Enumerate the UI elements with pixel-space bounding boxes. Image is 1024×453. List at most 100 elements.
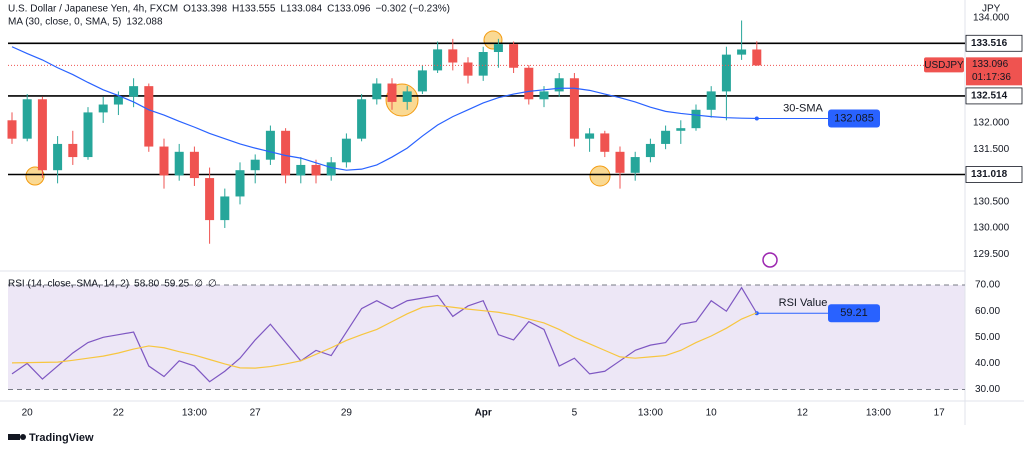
candle-body	[357, 99, 367, 139]
legend-value: ∅	[194, 279, 203, 290]
callout-label: 30-SMA	[783, 102, 823, 114]
candle-body	[645, 143, 655, 158]
candle-body	[676, 128, 686, 131]
candle-body	[402, 91, 412, 102]
candle-body	[752, 49, 762, 66]
candle-body	[509, 44, 519, 68]
candle-body	[83, 112, 93, 158]
candle-body	[296, 164, 306, 176]
candle-body	[372, 83, 382, 100]
candle-body	[615, 151, 625, 173]
candle-body	[554, 78, 564, 92]
y-tick-label: 130.500	[973, 196, 1010, 207]
legend-text: L133.084	[280, 4, 322, 15]
brand: TradingView	[29, 432, 94, 444]
candle-body	[661, 130, 671, 144]
candle-body	[478, 52, 488, 76]
y-tick-label: 60.00	[975, 306, 1000, 317]
candle-body	[7, 120, 17, 139]
x-tick-label: 5	[572, 408, 578, 419]
candle-body	[22, 99, 32, 139]
callout-dot	[754, 116, 759, 121]
candle-body	[463, 62, 473, 76]
candle-body	[281, 130, 291, 176]
y-tick-label: 30.00	[975, 384, 1000, 395]
callout-box	[828, 109, 880, 128]
x-tick-label: 10	[706, 408, 718, 419]
level-label: 133.516	[971, 38, 1008, 49]
level-label-box	[965, 34, 1023, 52]
y-tick-label: 130.000	[973, 223, 1010, 234]
candle-body	[189, 151, 199, 179]
y-tick-label: 131.500	[973, 144, 1010, 155]
candle-body	[524, 67, 534, 100]
y-tick-label: 70.00	[975, 280, 1000, 291]
candle-body	[144, 86, 154, 147]
candle-body	[235, 170, 245, 197]
legend-text: RSI (14, close, SMA, 14, 2)	[8, 279, 129, 290]
candle-body	[98, 104, 108, 113]
x-tick-label: 12	[797, 408, 809, 419]
candle-body	[205, 178, 215, 221]
legend-text: O133.398	[183, 4, 227, 15]
x-tick-label: 29	[341, 408, 353, 419]
legend-text: C133.096	[327, 4, 371, 15]
symbol-label: USDJPY	[924, 60, 964, 71]
countdown: 01:17:36	[972, 72, 1011, 83]
legend-text: −0.302 (−0.23%)	[376, 4, 451, 15]
candle-body	[448, 49, 458, 63]
y-tick-label: 50.00	[975, 332, 1000, 343]
candle-body	[630, 157, 640, 173]
candle-body	[220, 196, 230, 221]
x-tick-label: 20	[22, 408, 34, 419]
x-tick-label: Apr	[475, 408, 492, 419]
candle-body	[585, 133, 595, 139]
candle-body	[311, 164, 321, 176]
indicator-line	[11, 304, 758, 369]
y-tick-label: 40.00	[975, 358, 1000, 369]
level-label-box	[965, 87, 1023, 105]
highlight	[25, 166, 45, 186]
x-tick-label: 22	[113, 408, 125, 419]
last-price-box	[966, 57, 1022, 86]
logo	[8, 434, 26, 440]
legend-value: 58.80	[134, 279, 159, 290]
candle-body	[569, 78, 579, 139]
candle-body	[159, 146, 169, 176]
x-tick-label: 13:00	[866, 408, 891, 419]
y-tick-label: 134.000	[973, 13, 1010, 24]
x-tick-label: 13:00	[182, 408, 207, 419]
callout-value: 59.21	[840, 307, 868, 319]
candle-body	[706, 91, 716, 110]
indicator-line	[11, 286, 758, 383]
candle-body	[37, 99, 47, 171]
candle-body	[600, 133, 610, 152]
candle-body	[129, 86, 139, 97]
callout-box	[828, 304, 880, 323]
callout-value: 132.085	[834, 112, 874, 124]
candle-body	[265, 130, 275, 160]
candle-body	[250, 159, 260, 171]
y-tick-label: 132.000	[973, 118, 1010, 129]
candle-body	[174, 151, 184, 176]
candle-body	[417, 70, 427, 92]
legend-value: 59.25	[164, 279, 189, 290]
candle-body	[68, 143, 78, 158]
legend-text: MA (30, close, 0, SMA, 5)	[8, 17, 121, 28]
legend-text: 132.088	[126, 17, 163, 28]
y-tick-label: 129.500	[973, 249, 1010, 260]
candle-body	[433, 49, 443, 71]
candle-body	[341, 138, 351, 163]
candle-body	[113, 96, 123, 105]
event-icon[interactable]	[762, 252, 778, 268]
level-label: 131.018	[971, 169, 1008, 180]
highlight	[589, 165, 611, 187]
candle-body	[387, 83, 397, 102]
level-label: 132.514	[971, 91, 1008, 102]
callout-label: RSI Value	[779, 297, 828, 309]
candle-body	[326, 162, 336, 176]
symbol-box	[924, 57, 964, 73]
level-label-box	[965, 166, 1023, 183]
x-tick-label: 27	[250, 408, 262, 419]
